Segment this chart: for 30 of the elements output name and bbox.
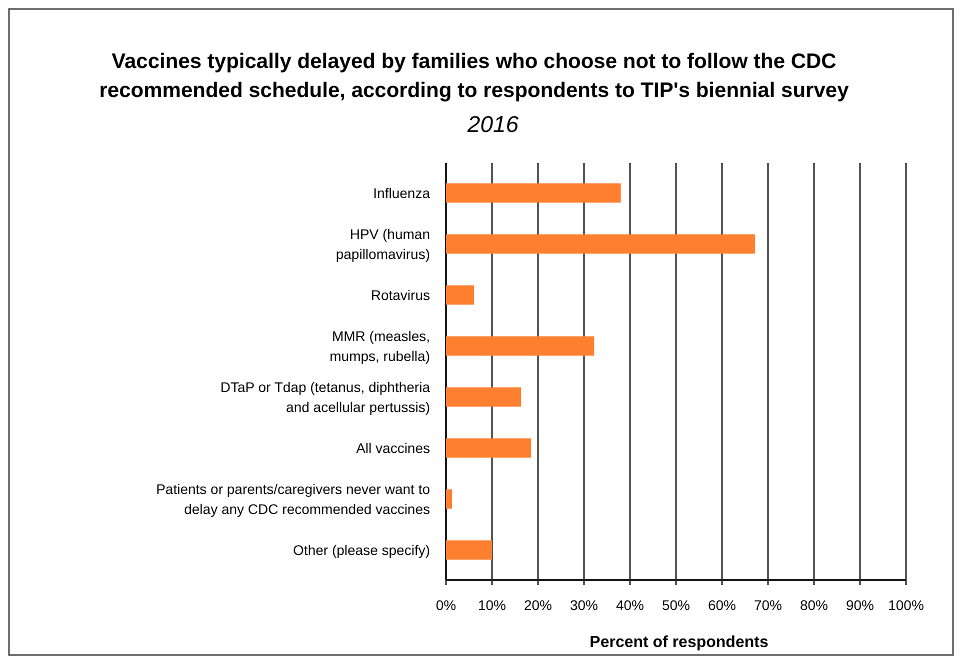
y-tick-label: Patients or parents/caregivers never want to delay any CDC recommended vaccines bbox=[156, 481, 430, 518]
bar bbox=[446, 540, 492, 560]
x-tick-label: 20% bbox=[524, 597, 552, 613]
x-tick-label: 40% bbox=[616, 597, 644, 613]
chart-subtitle: 2016 bbox=[466, 111, 519, 137]
y-tick-label: Rotavirus bbox=[370, 286, 430, 303]
x-tick-label: 70% bbox=[754, 597, 782, 613]
y-tick-label: HPV (human papillomavirus) bbox=[336, 226, 430, 262]
bar bbox=[446, 285, 474, 305]
bar bbox=[446, 438, 532, 458]
x-tick-label: 80% bbox=[800, 597, 828, 613]
chart-title: Vaccines typically delayed by families who choose not to follow the CDC recommended schedule, according to respondents to TIP's biennial survey bbox=[99, 50, 850, 102]
x-tick-label: 60% bbox=[708, 597, 736, 613]
y-tick-label: Other (please specify) bbox=[293, 542, 430, 558]
x-tick-label: 90% bbox=[846, 597, 874, 613]
y-tick-label: Influenza bbox=[373, 184, 430, 201]
x-axis-title: Percent of respondents bbox=[590, 634, 768, 651]
bar bbox=[446, 489, 452, 509]
x-tick-label: 10% bbox=[478, 597, 506, 613]
x-tick-label: 50% bbox=[662, 597, 690, 613]
x-tick-label: 0% bbox=[436, 597, 456, 613]
y-tick-label: DTaP or Tdap (tetanus, diphtheria and acellular pertussis) bbox=[220, 379, 430, 415]
bar bbox=[446, 336, 594, 356]
bar bbox=[446, 234, 756, 254]
y-tick-label: All vaccines bbox=[356, 440, 430, 456]
x-tick-label: 100% bbox=[888, 597, 924, 613]
bar bbox=[446, 183, 621, 203]
bar bbox=[446, 387, 521, 407]
x-tick-label: 30% bbox=[570, 597, 598, 613]
y-tick-label: MMR (measles, mumps, rubella) bbox=[330, 328, 430, 364]
